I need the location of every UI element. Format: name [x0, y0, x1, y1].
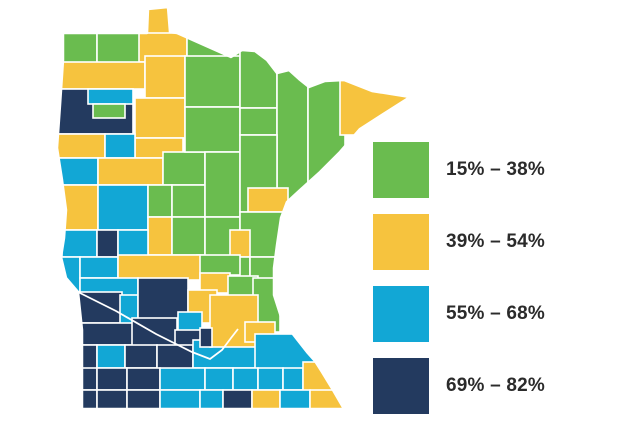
county-cell	[147, 184, 173, 218]
legend-swatch-green	[373, 142, 429, 198]
county-cell	[144, 55, 186, 99]
county-cell	[81, 344, 98, 371]
county-cell	[171, 184, 206, 218]
legend-label-bin-2: 39% – 54%	[446, 231, 545, 252]
county-cell	[147, 216, 173, 256]
county-cell	[61, 229, 98, 258]
legend-row-bin-1: 15% – 38%	[373, 142, 545, 198]
legend-label-bin-1: 15% – 38%	[446, 159, 545, 180]
legend-row-bin-4: 69% – 82%	[373, 358, 545, 414]
county-cell	[134, 97, 186, 139]
county-cell	[97, 184, 149, 231]
county-cell	[117, 254, 201, 281]
county-cell	[184, 106, 241, 153]
county-cell	[239, 107, 278, 136]
county-cell	[204, 367, 234, 391]
county-cell	[117, 229, 149, 258]
county-cell	[162, 151, 206, 186]
legend-label-bin-4: 69% – 82%	[446, 375, 545, 396]
county-cell	[57, 61, 146, 90]
county-cell	[257, 367, 284, 391]
county-cell	[204, 151, 241, 218]
legend-swatch-yellow	[373, 214, 429, 270]
county-cell	[232, 367, 259, 391]
county-cell	[339, 69, 410, 136]
county-cell	[57, 23, 98, 64]
county-cell	[196, 254, 241, 276]
legend-label-bin-3: 55% – 68%	[446, 303, 545, 324]
county-cells-layer	[57, 7, 410, 409]
county-cell	[171, 216, 206, 256]
legend-row-bin-3: 55% – 68%	[373, 286, 545, 342]
county-cell	[57, 133, 106, 159]
county-cell	[87, 88, 134, 105]
minnesota-river-line	[75, 290, 239, 361]
legend-row-bin-2: 39% – 54%	[373, 214, 545, 270]
legend-swatch-navy	[373, 358, 429, 414]
county-cell	[79, 256, 119, 279]
county-cell	[126, 367, 161, 391]
county-cell	[96, 229, 119, 258]
county-cell	[156, 344, 194, 371]
county-cell	[97, 157, 164, 186]
county-cell	[96, 367, 128, 391]
county-cell	[65, 291, 123, 324]
county-cell	[282, 367, 304, 391]
county-cell	[247, 187, 289, 213]
county-cell	[104, 133, 136, 159]
county-cell	[124, 344, 158, 369]
county-cell	[159, 367, 206, 391]
county-cell	[92, 103, 126, 119]
county-cell	[276, 39, 309, 201]
county-cell	[229, 229, 251, 258]
state-outline	[55, 5, 412, 411]
legend-swatch-cyan	[373, 286, 429, 342]
county-cell	[184, 55, 241, 108]
county-cell	[199, 327, 213, 348]
county-cell	[96, 344, 126, 369]
county-cell	[57, 184, 99, 231]
